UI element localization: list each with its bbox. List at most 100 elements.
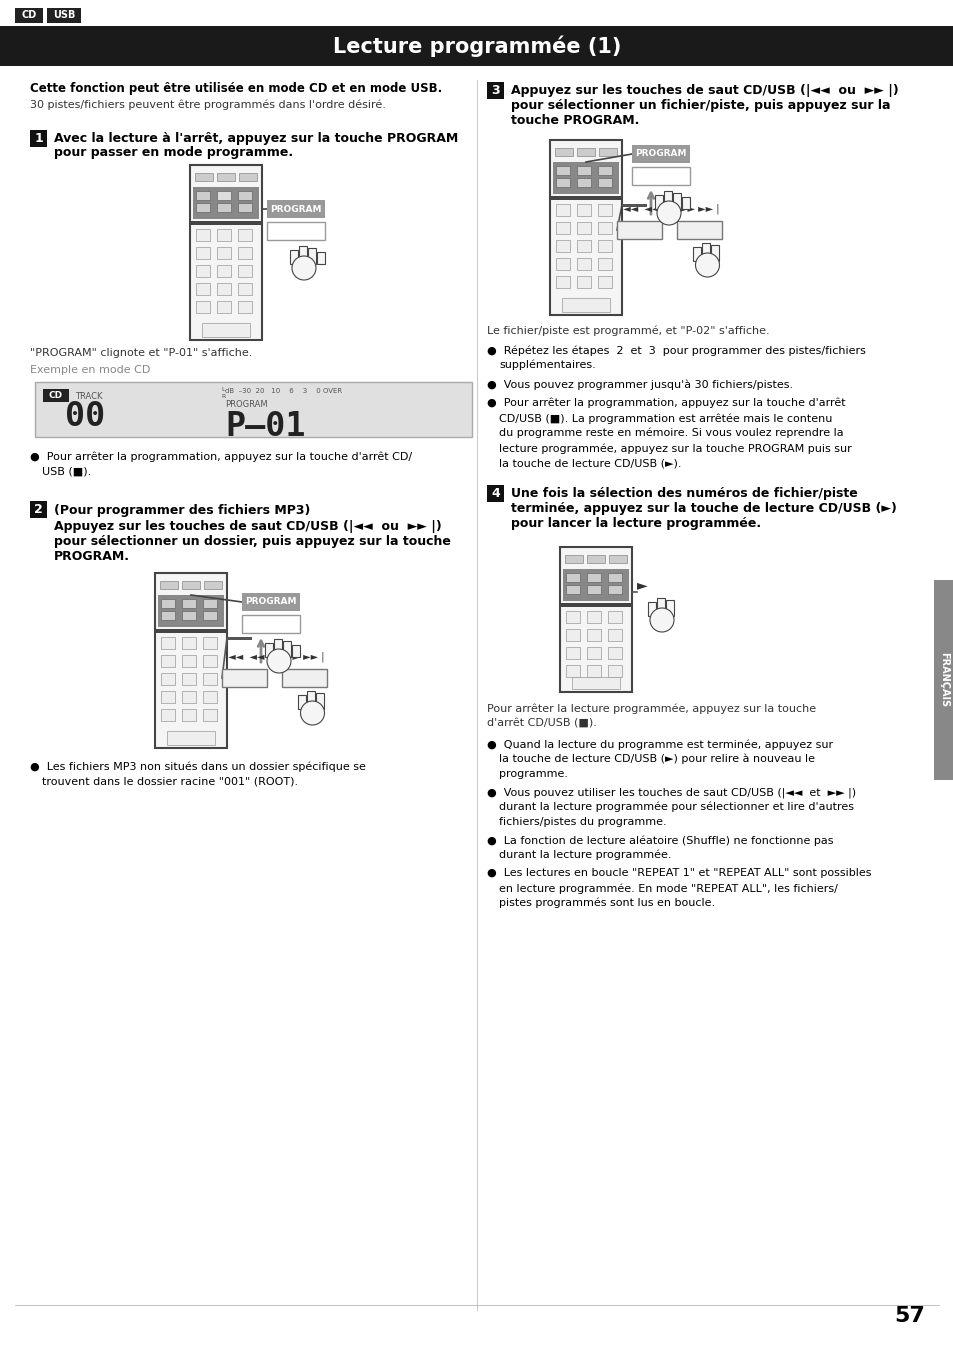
Text: Appuyez sur les touches de saut CD/USB (|◄◄  ou  ►► |): Appuyez sur les touches de saut CD/USB (… bbox=[54, 520, 441, 533]
Circle shape bbox=[267, 649, 291, 674]
Text: pistes programmés sont lus en boucle.: pistes programmés sont lus en boucle. bbox=[498, 898, 715, 909]
Bar bbox=[586, 612, 600, 622]
Bar bbox=[577, 275, 590, 288]
Bar bbox=[227, 637, 252, 640]
Text: R: R bbox=[221, 394, 225, 400]
Bar bbox=[182, 612, 195, 620]
Bar bbox=[631, 144, 689, 163]
Bar bbox=[237, 190, 252, 200]
Bar bbox=[237, 202, 252, 212]
Bar bbox=[663, 190, 671, 209]
Text: Lecture programmée (1): Lecture programmée (1) bbox=[333, 35, 620, 57]
Bar bbox=[203, 674, 216, 684]
Bar bbox=[203, 612, 216, 620]
Bar bbox=[681, 197, 689, 209]
Bar bbox=[274, 639, 282, 657]
Bar bbox=[598, 204, 612, 216]
Bar bbox=[677, 221, 721, 239]
Text: la touche de lecture CD/USB (►).: la touche de lecture CD/USB (►). bbox=[498, 458, 680, 468]
Bar bbox=[598, 166, 612, 176]
Bar bbox=[598, 221, 612, 234]
Bar bbox=[486, 82, 503, 99]
Bar bbox=[195, 230, 210, 242]
Text: ►: ► bbox=[637, 578, 647, 593]
Bar bbox=[182, 599, 195, 608]
Bar bbox=[657, 598, 664, 616]
Text: CD: CD bbox=[21, 11, 36, 20]
Bar bbox=[565, 666, 579, 676]
Bar bbox=[182, 580, 200, 589]
Bar bbox=[203, 637, 216, 649]
Text: ●  Les lectures en boucle "REPEAT 1" et "REPEAT ALL" sont possibles: ● Les lectures en boucle "REPEAT 1" et "… bbox=[486, 868, 871, 878]
Bar bbox=[559, 603, 631, 608]
Text: Le fichier/piste est programmé, et "P-02" s'affiche.: Le fichier/piste est programmé, et "P-02… bbox=[486, 325, 769, 336]
Bar bbox=[237, 230, 252, 242]
Text: FRANÇAIS: FRANÇAIS bbox=[938, 652, 948, 707]
Bar bbox=[30, 130, 47, 147]
Text: ►► ►► |: ►► ►► | bbox=[284, 652, 324, 663]
Bar bbox=[607, 629, 621, 641]
Bar bbox=[161, 612, 174, 620]
Text: terminée, appuyez sur la touche de lecture CD/USB (►): terminée, appuyez sur la touche de lectu… bbox=[511, 502, 896, 514]
Bar bbox=[577, 258, 590, 270]
Bar bbox=[43, 389, 69, 402]
Bar bbox=[555, 148, 573, 157]
Bar bbox=[665, 599, 673, 616]
Bar bbox=[486, 485, 503, 502]
Bar bbox=[282, 670, 327, 687]
Bar bbox=[577, 221, 590, 234]
Bar bbox=[203, 709, 216, 721]
Text: Une fois la sélection des numéros de fichier/piste: Une fois la sélection des numéros de fic… bbox=[511, 487, 857, 500]
Bar bbox=[158, 595, 224, 626]
Bar bbox=[216, 202, 231, 212]
Bar bbox=[598, 275, 612, 288]
Bar bbox=[237, 247, 252, 259]
Bar bbox=[598, 148, 617, 157]
Text: Appuyez sur les touches de saut CD/USB (|◄◄  ou  ►► |): Appuyez sur les touches de saut CD/USB (… bbox=[511, 84, 898, 97]
Text: TRACK: TRACK bbox=[75, 392, 102, 401]
Bar bbox=[237, 301, 252, 313]
Text: PROGRAM: PROGRAM bbox=[270, 204, 321, 213]
Bar bbox=[161, 691, 174, 703]
Bar bbox=[182, 655, 195, 667]
Bar bbox=[586, 666, 600, 676]
Bar bbox=[298, 695, 306, 709]
Text: 30 pistes/fichiers peuvent être programmés dans l'ordre désiré.: 30 pistes/fichiers peuvent être programm… bbox=[30, 100, 385, 111]
Text: ●  Quand la lecture du programme est terminée, appuyez sur: ● Quand la lecture du programme est term… bbox=[486, 738, 832, 749]
Bar bbox=[203, 655, 216, 667]
Text: 2: 2 bbox=[34, 504, 43, 516]
Bar bbox=[193, 188, 258, 219]
Bar bbox=[195, 284, 210, 296]
Text: PROGRAM: PROGRAM bbox=[225, 400, 268, 409]
Text: CD/USB (■). La programmation est arrêtée mais le contenu: CD/USB (■). La programmation est arrêtée… bbox=[498, 413, 832, 424]
Text: programme.: programme. bbox=[498, 769, 567, 779]
Bar bbox=[565, 572, 579, 582]
Text: ●  Répétez les étapes  2  et  3  pour programmer des pistes/fichiers: ● Répétez les étapes 2 et 3 pour program… bbox=[486, 346, 865, 355]
Bar bbox=[290, 250, 297, 265]
Text: pour passer en mode programme.: pour passer en mode programme. bbox=[54, 146, 293, 159]
Bar bbox=[631, 167, 689, 185]
Bar bbox=[267, 221, 325, 240]
Bar bbox=[182, 691, 195, 703]
Text: L: L bbox=[221, 387, 224, 392]
Bar bbox=[161, 655, 174, 667]
Bar bbox=[167, 730, 214, 745]
Bar bbox=[237, 284, 252, 296]
Bar bbox=[292, 645, 299, 657]
Bar bbox=[216, 301, 231, 313]
Bar bbox=[216, 173, 234, 181]
Text: "PROGRAM" clignote et "P-01" s'affiche.: "PROGRAM" clignote et "P-01" s'affiche. bbox=[30, 348, 253, 358]
Text: durant la lecture programmée pour sélectionner et lire d'autres: durant la lecture programmée pour sélect… bbox=[498, 802, 853, 813]
Bar bbox=[586, 629, 600, 641]
Text: USB (■).: USB (■). bbox=[42, 466, 91, 477]
Bar bbox=[586, 647, 600, 659]
Bar bbox=[160, 580, 178, 589]
Bar bbox=[202, 323, 250, 338]
Bar bbox=[190, 221, 262, 225]
Circle shape bbox=[695, 252, 719, 277]
Text: en lecture programmée. En mode "REPEAT ALL", les fichiers/: en lecture programmée. En mode "REPEAT A… bbox=[498, 883, 837, 894]
Text: la touche de lecture CD/USB (►) pour relire à nouveau le: la touche de lecture CD/USB (►) pour rel… bbox=[498, 755, 814, 764]
Bar bbox=[216, 284, 231, 296]
Bar bbox=[204, 580, 222, 589]
Bar bbox=[154, 629, 227, 633]
